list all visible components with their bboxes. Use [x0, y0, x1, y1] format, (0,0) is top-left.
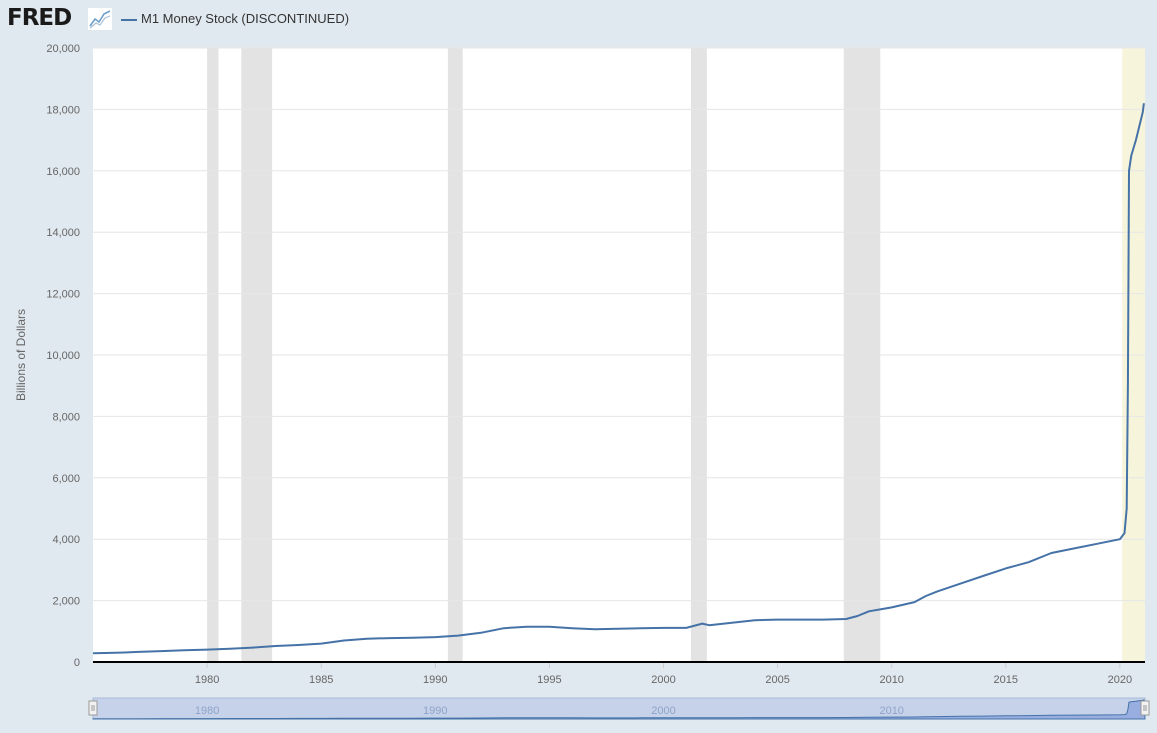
plot-area: 0 2,000 4,000 6,000 8,000 10,000 12,000 14,000 1…	[46, 43, 1145, 686]
fred-logo-chart-icon	[88, 8, 112, 30]
navigator-series	[92, 699, 1146, 720]
y-axis-title: Billions of Dollars	[14, 309, 28, 401]
x-tick-label-1980: 1980	[195, 674, 219, 686]
y-tick-label-0: 0	[74, 657, 80, 669]
y-tick-label-10000: 10,000	[46, 350, 80, 362]
x-tick-label-2000: 2000	[651, 674, 675, 686]
handle-body[interactable]	[88, 700, 98, 716]
x-tick-label-1995: 1995	[537, 674, 561, 686]
fred-logo[interactable]: FRED	[7, 5, 72, 31]
navigator-track[interactable]: 1980 1990 2000 2010	[88, 697, 1150, 720]
y-tick-label-20000: 20,000	[46, 43, 80, 55]
handle-body[interactable]	[1140, 700, 1150, 716]
y-tick-label-6000: 6,000	[52, 473, 80, 485]
x-tick-label-2015: 2015	[994, 674, 1018, 686]
navigator-left-handle-icon[interactable]	[88, 700, 98, 716]
navigator-label-2010: 2010	[879, 705, 903, 717]
y-tick-label-16000: 16,000	[46, 166, 80, 178]
legend-swatch	[121, 19, 137, 21]
chart-header: FRED M1 Money Stock (DISCONTINUED)	[0, 0, 1157, 40]
x-tick-label-2010: 2010	[879, 674, 903, 686]
y-tick-label-12000: 12,000	[46, 289, 80, 301]
line-chart[interactable]: 0 2,000 4,000 6,000 8,000 10,000 12,000 14,000 1…	[0, 0, 1157, 690]
legend-label[interactable]: M1 Money Stock (DISCONTINUED)	[141, 11, 350, 26]
x-tick-label-2020: 2020	[1108, 674, 1132, 686]
x-tick-label-1990: 1990	[423, 674, 447, 686]
navigator-right-handle-icon[interactable]	[1140, 700, 1150, 716]
y-tick-label-14000: 14,000	[46, 227, 80, 239]
y-tick-label-2000: 2,000	[52, 596, 80, 608]
time-navigator[interactable]: 1980 1990 2000 2010	[0, 690, 1157, 733]
x-tick-label-2005: 2005	[765, 674, 789, 686]
series-line-0[interactable]	[92, 103, 1145, 655]
navigator-label-1980: 1980	[195, 705, 219, 717]
navigator-label-2000: 2000	[651, 705, 675, 717]
y-tick-label-4000: 4,000	[52, 534, 80, 546]
navigator-label-1990: 1990	[423, 705, 447, 717]
y-tick-label-18000: 18,000	[46, 104, 80, 116]
y-tick-label-8000: 8,000	[52, 411, 80, 423]
x-tick-label-1985: 1985	[309, 674, 333, 686]
